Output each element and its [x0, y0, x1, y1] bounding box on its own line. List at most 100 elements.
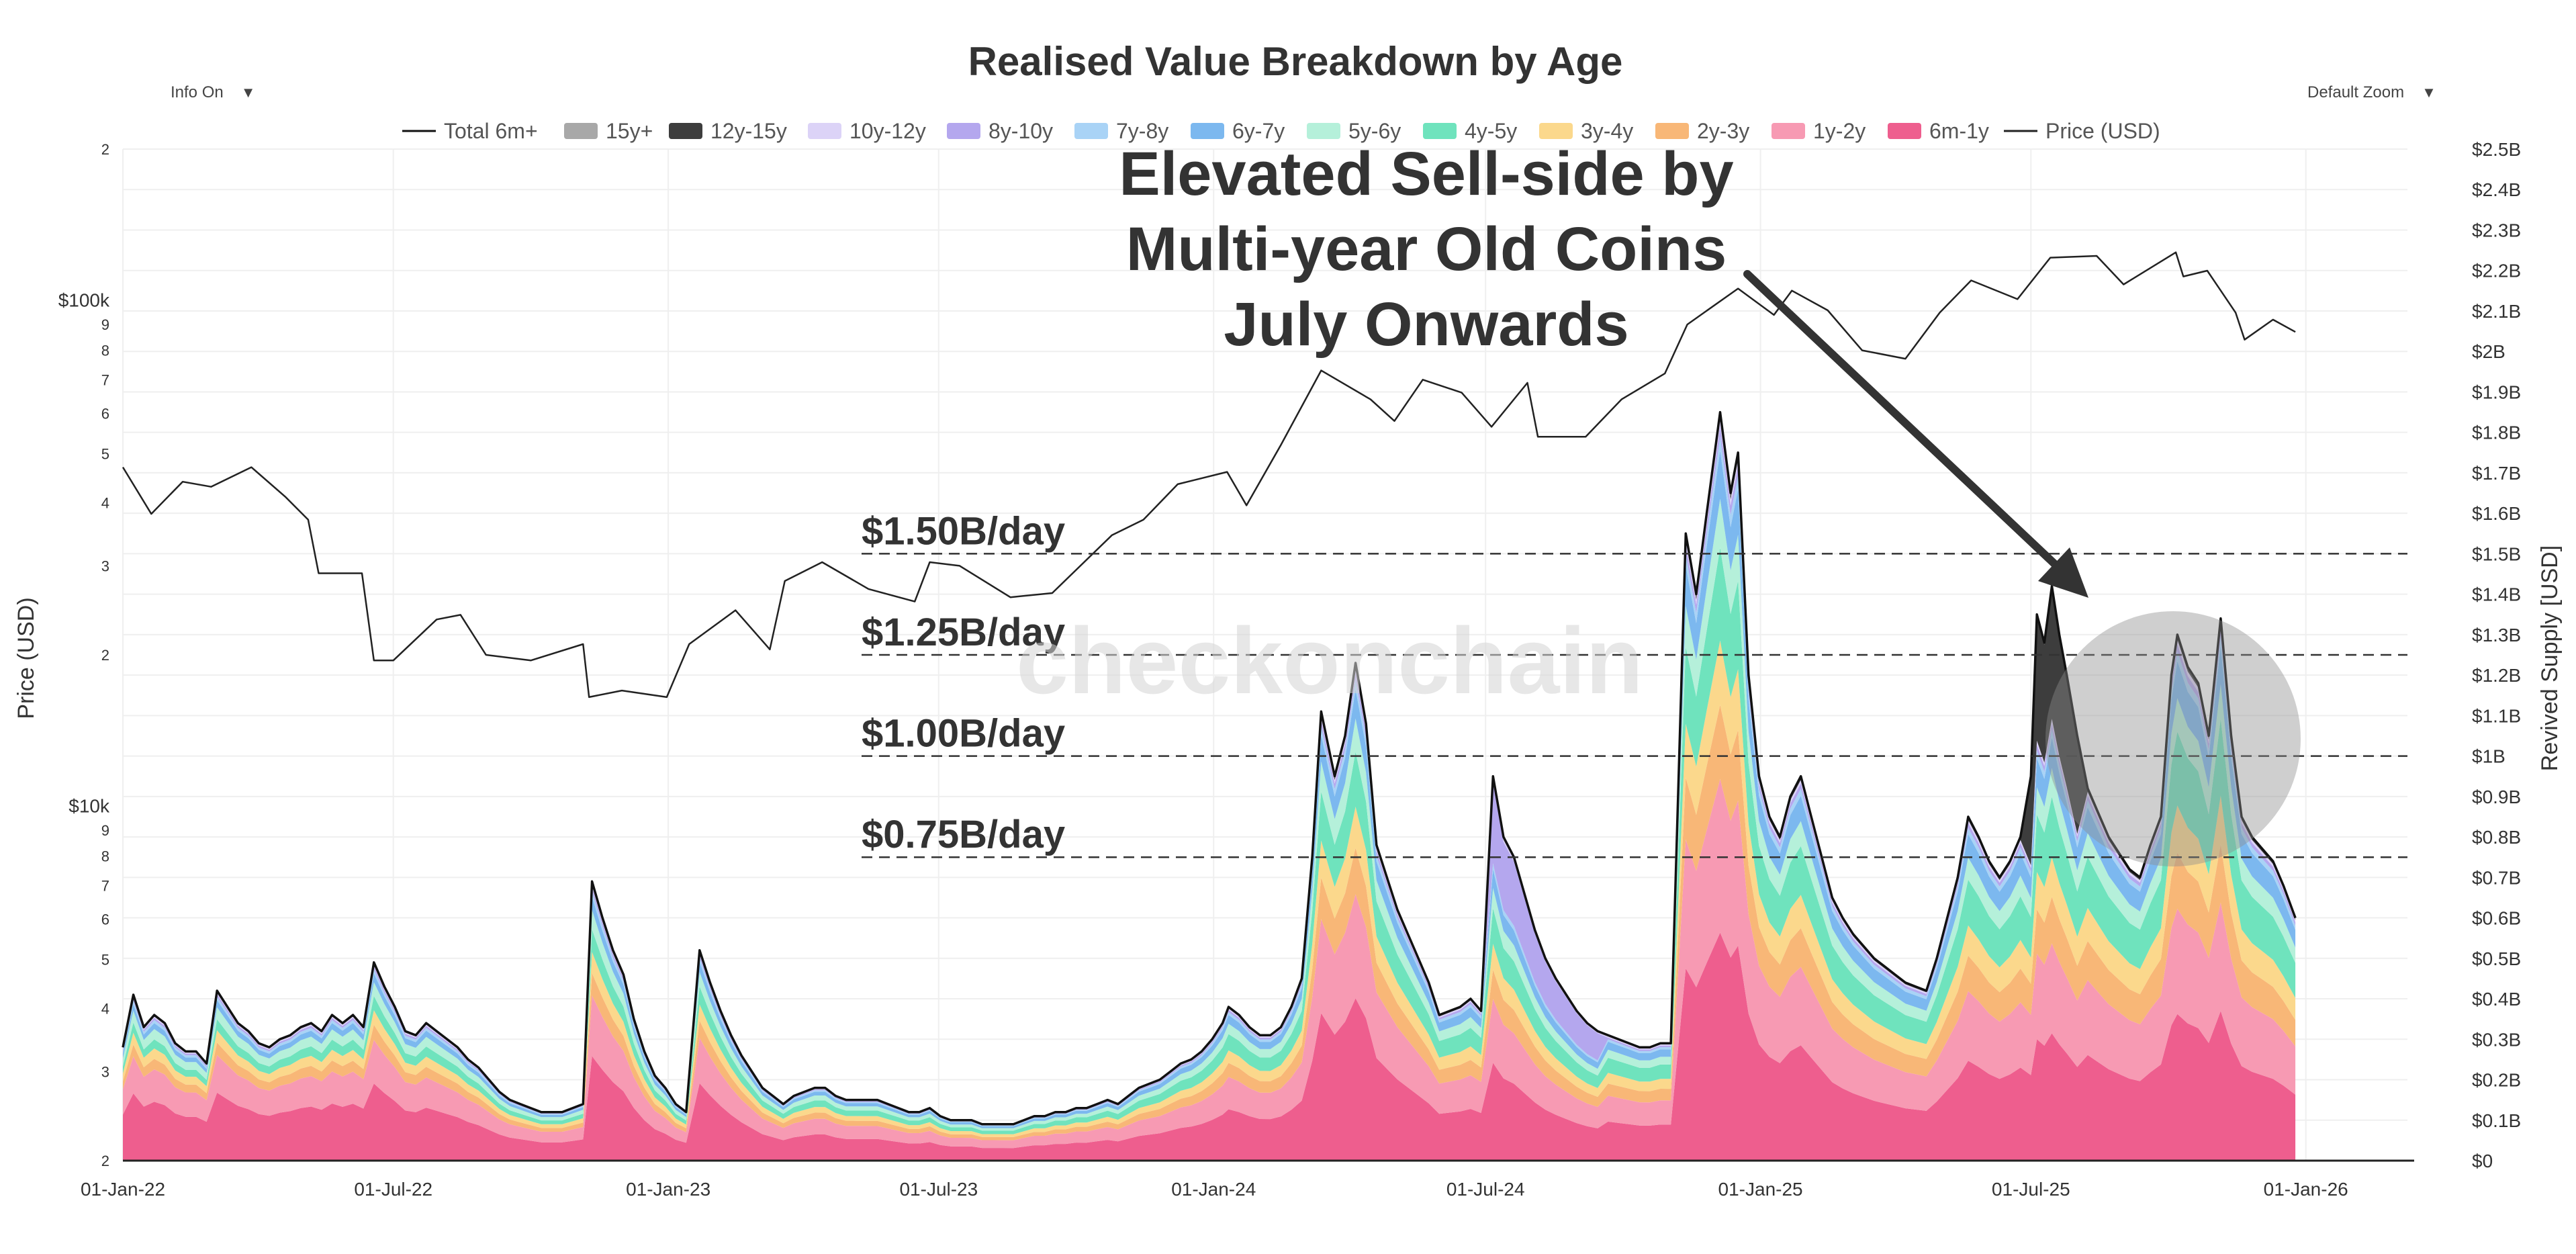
- legend-item-5y-6y: 5y-6y: [1307, 119, 1401, 143]
- legend-label: 7y-8y: [1116, 119, 1168, 143]
- y-left-tick-label: 6: [101, 406, 109, 422]
- y-left-tick-label: 3: [101, 1063, 109, 1080]
- y-right-tick-label: $0.4B: [2472, 989, 2521, 1010]
- watermark: checkonchain: [1016, 608, 1643, 713]
- y-right-tick-label: $0.2B: [2472, 1070, 2521, 1091]
- stacked-areas: [123, 412, 2296, 1161]
- legend-swatch: [1655, 123, 1689, 139]
- y-left-tick-label: 7: [101, 371, 109, 388]
- y-left-tick-label: 3: [101, 557, 109, 574]
- y-left-tick-label: 6: [101, 911, 109, 928]
- y-right-tick-label: $2.2B: [2472, 261, 2521, 281]
- y-right-tick-label: $2B: [2472, 341, 2505, 362]
- y-left-tick-label: 5: [101, 445, 109, 462]
- legend-item-2y-3y: 2y-3y: [1655, 119, 1749, 143]
- x-tick-label: 01-Jan-23: [626, 1179, 710, 1200]
- legend-item-4y-5y: 4y-5y: [1423, 119, 1517, 143]
- x-tick-label: 01-Jul-23: [899, 1179, 978, 1200]
- legend-label: 4y-5y: [1465, 119, 1517, 143]
- y-left-tick-label: 8: [101, 343, 109, 359]
- info-toggle[interactable]: Info On ▼: [158, 73, 268, 113]
- info-toggle-label: Info On: [171, 83, 224, 101]
- y-right-tick-label: $1B: [2472, 746, 2505, 767]
- legend-swatch: [1191, 123, 1224, 139]
- y-left-tick-label: 8: [101, 848, 109, 865]
- legend-item-10y-12y: 10y-12y: [808, 119, 926, 143]
- y-right-tick-label: $1.8B: [2472, 422, 2521, 443]
- legend-label: 6m-1y: [1929, 119, 1989, 143]
- zoom-select[interactable]: Default Zoom ▼: [2295, 73, 2448, 113]
- annotation-arrow-head: [2038, 547, 2088, 598]
- chart-legend: Total 6m+ 15y+ 12y-15y 10y-12y 8y-10y 7y-8y 6y…: [402, 119, 2160, 143]
- y-right-tick-label: $2.4B: [2472, 179, 2521, 200]
- y-left-tick-label: 5: [101, 951, 109, 968]
- annotation-line: July Onwards: [1224, 290, 1628, 359]
- legend-label: Price (USD): [2045, 119, 2160, 143]
- y-right-tick-label: $1.1B: [2472, 705, 2521, 726]
- legend-swatch: [1888, 123, 1921, 139]
- y-axis-left-label: Price (USD): [13, 597, 39, 719]
- x-tick-label: 01-Jan-24: [1171, 1179, 1256, 1200]
- annotation: Elevated Sell-side by Multi-year Old Coin…: [1119, 140, 2088, 598]
- legend-swatch: [1539, 123, 1573, 139]
- reference-label: $1.00B/day: [862, 712, 1065, 756]
- area-6m-1y: [123, 932, 2296, 1161]
- y-left-tick-label: $100k: [58, 290, 110, 311]
- legend-item-7y-8y: 7y-8y: [1074, 119, 1168, 143]
- line-total-6m-plus: [122, 410, 2297, 1126]
- y-left-tick-label: 4: [101, 494, 109, 511]
- annotation-line: Multi-year Old Coins: [1126, 215, 1727, 283]
- annotation-arrow-shaft: [1743, 270, 2059, 568]
- y-right-tick-label: $0: [2472, 1151, 2493, 1171]
- legend-item-8y-10y: 8y-10y: [947, 119, 1053, 143]
- x-tick-label: 01-Jan-25: [1718, 1179, 1803, 1200]
- legend-label: 10y-12y: [849, 119, 926, 143]
- legend-swatch: [947, 123, 980, 139]
- x-tick-label: 01-Jul-22: [354, 1179, 432, 1200]
- y-right-tick-label: $0.1B: [2472, 1110, 2521, 1131]
- legend-swatch: [1423, 123, 1457, 139]
- x-tick-label: 01-Jan-26: [2264, 1179, 2348, 1200]
- reference-label: $1.50B/day: [862, 509, 1065, 553]
- x-tick-label: 01-Jul-25: [1992, 1179, 2070, 1200]
- chevron-down-icon: ▼: [240, 84, 256, 101]
- legend-item-total-6m-: Total 6m+: [402, 119, 538, 143]
- y-right-tick-label: $1.3B: [2472, 625, 2521, 645]
- highlight-circle: [2045, 611, 2301, 866]
- y-right-tick-label: $2.3B: [2472, 220, 2521, 240]
- y-right-tick-label: $1.9B: [2472, 382, 2521, 402]
- legend-item-1y-2y: 1y-2y: [1772, 119, 1866, 143]
- y-right-tick-label: $0.3B: [2472, 1029, 2521, 1050]
- x-tick-label: 01-Jul-24: [1446, 1179, 1525, 1200]
- y-left-tick-label: 7: [101, 877, 109, 894]
- y-left-tick-label: 4: [101, 1000, 109, 1017]
- reference-label: $0.75B/day: [862, 813, 1065, 856]
- legend-item-3y-4y: 3y-4y: [1539, 119, 1633, 143]
- y-right-tick-label: $1.7B: [2472, 463, 2521, 484]
- legend-swatch: [1307, 123, 1340, 139]
- legend-item-12y-15y: 12y-15y: [669, 119, 787, 143]
- legend-label: Total 6m+: [444, 119, 538, 143]
- y-left-tick-label: 9: [101, 822, 109, 839]
- legend-item-6m-1y: 6m-1y: [1888, 119, 1989, 143]
- reference-label: $1.25B/day: [862, 611, 1065, 654]
- y-right-tick-label: $1.6B: [2472, 503, 2521, 524]
- series-lines: [122, 251, 2297, 1126]
- legend-swatch: [1772, 123, 1805, 139]
- chevron-down-icon: ▼: [2422, 84, 2436, 101]
- legend-label: 2y-3y: [1697, 119, 1749, 143]
- y-right-tick-label: $0.7B: [2472, 867, 2521, 888]
- chart-axes: 01-Jan-22 01-Jul-22 01-Jan-23 01-Jul-23 01-J…: [58, 139, 2521, 1200]
- reference-lines: $1.50B/day $1.25B/day $1.00B/day $0.75B/day: [862, 509, 2407, 858]
- y-left-tick-label: $10k: [68, 796, 110, 817]
- y-right-tick-label: $2.1B: [2472, 301, 2521, 322]
- x-tick-label: 01-Jan-22: [81, 1179, 165, 1200]
- legend-label: 1y-2y: [1813, 119, 1866, 143]
- legend-label: 8y-10y: [988, 119, 1053, 143]
- legend-item-price-usd-: Price (USD): [2004, 119, 2160, 143]
- y-right-tick-label: $0.5B: [2472, 948, 2521, 969]
- zoom-select-label: Default Zoom: [2307, 83, 2405, 101]
- y-right-tick-label: $1.4B: [2472, 584, 2521, 605]
